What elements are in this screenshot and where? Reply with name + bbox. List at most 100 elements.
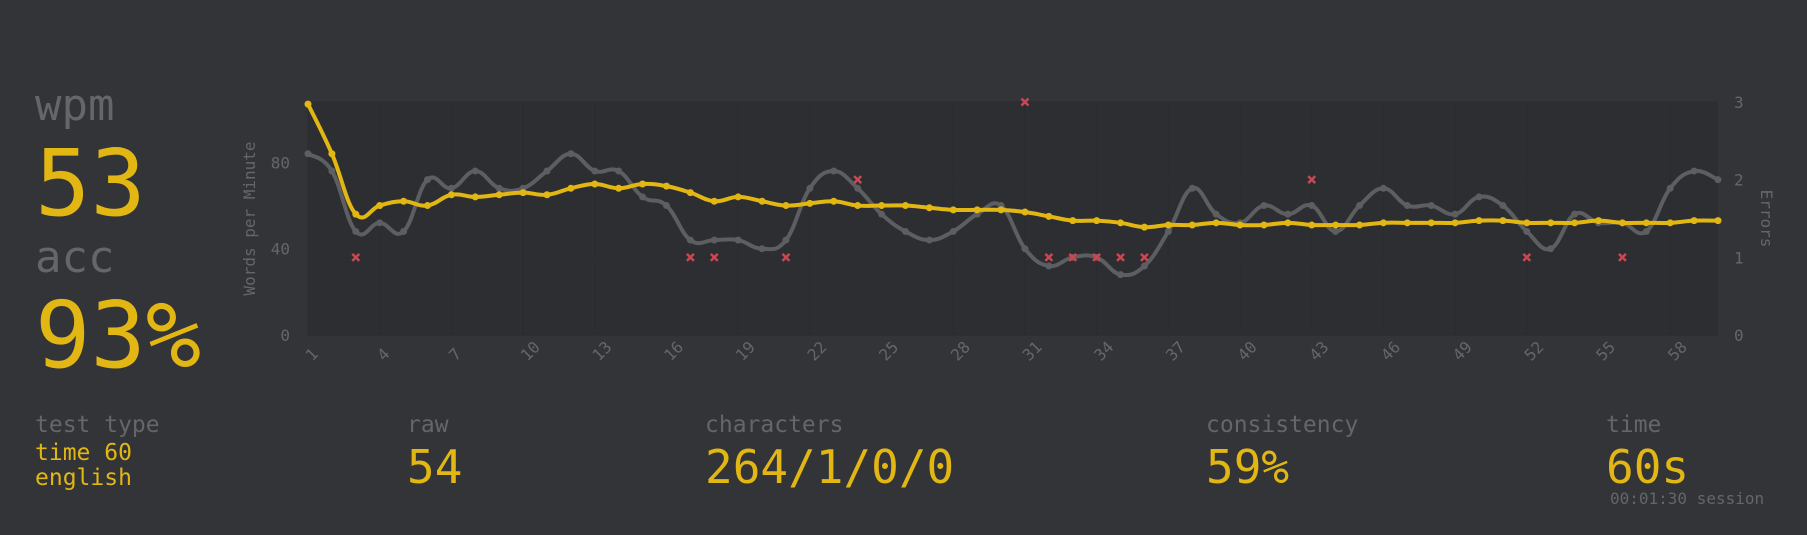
wpm-point — [734, 193, 742, 201]
x-tick-label: 10 — [517, 337, 544, 364]
wpm-point — [1451, 219, 1459, 227]
wpm-point — [1332, 221, 1340, 229]
error-marker — [781, 252, 791, 262]
wpm-point — [1499, 217, 1507, 225]
y2-tick-label: 0 — [1734, 326, 1744, 345]
wpm-point — [1356, 221, 1364, 229]
raw-point — [901, 227, 909, 235]
x-tick-label: 37 — [1162, 337, 1189, 364]
wpm-point — [925, 204, 933, 212]
raw-point — [423, 176, 431, 184]
x-tick-label: 40 — [1234, 337, 1261, 364]
raw-point — [1499, 202, 1507, 210]
error-marker — [709, 252, 719, 262]
wpm-point — [1571, 219, 1579, 227]
x-tick-label: 58 — [1664, 337, 1691, 364]
wpm-point — [1308, 221, 1316, 229]
accuracy-value[interactable]: 93% — [35, 282, 202, 389]
y-tick-label: 80 — [271, 153, 290, 172]
raw-point — [806, 184, 814, 192]
wpm-value[interactable]: 53 — [35, 130, 146, 237]
raw-point — [1332, 227, 1340, 235]
y2-tick-label: 1 — [1734, 248, 1744, 267]
raw-point — [782, 236, 790, 244]
x-tick-label: 28 — [947, 337, 974, 364]
test-type-label: test type — [35, 412, 160, 438]
error-marker — [1068, 252, 1078, 262]
raw-point — [830, 167, 838, 175]
error-marker — [1044, 252, 1054, 262]
x-tick-label: 34 — [1090, 337, 1117, 364]
raw-point — [1188, 184, 1196, 192]
wpm-point — [1475, 217, 1483, 225]
x-tick-label: 1 — [302, 344, 322, 364]
wpm-point — [830, 197, 838, 205]
raw-point — [543, 167, 551, 175]
time-label: time — [1606, 412, 1662, 438]
wpm-point — [1045, 212, 1053, 220]
wpm-point — [1236, 221, 1244, 229]
raw-point — [1523, 227, 1531, 235]
wpm-point — [1523, 219, 1531, 227]
wpm-point — [400, 197, 408, 205]
test-type-language[interactable]: english — [35, 465, 132, 491]
wpm-point — [471, 193, 479, 201]
raw-point — [1451, 210, 1459, 218]
x-tick-label: 31 — [1019, 337, 1046, 364]
y2-axis-title: Errors — [1757, 190, 1776, 248]
wpm-point — [519, 189, 527, 197]
consistency-value[interactable]: 59% — [1206, 440, 1290, 494]
time-value[interactable]: 60s — [1606, 440, 1690, 494]
raw-point — [878, 210, 886, 218]
wpm-point — [615, 184, 623, 192]
raw-point — [686, 236, 694, 244]
wpm-point — [1212, 219, 1220, 227]
y2-tick-label: 3 — [1734, 93, 1744, 112]
raw-point — [710, 236, 718, 244]
wpm-point — [878, 202, 886, 210]
accuracy-label: acc — [35, 232, 115, 283]
wpm-label: wpm — [35, 80, 115, 131]
x-tick-label: 16 — [660, 337, 687, 364]
error-marker — [1307, 175, 1317, 185]
wpm-point — [1403, 219, 1411, 227]
raw-point — [328, 167, 336, 175]
x-tick-label: 46 — [1377, 337, 1404, 364]
plot-area — [308, 102, 1718, 335]
error-marker — [1618, 252, 1627, 262]
wpm-point — [1284, 219, 1292, 227]
wpm-point — [1690, 217, 1698, 225]
raw-point — [1260, 202, 1268, 210]
raw-value[interactable]: 54 — [407, 440, 463, 494]
raw-point — [662, 202, 670, 210]
test-type-mode[interactable]: time 60 — [35, 440, 132, 466]
wpm-point — [1093, 217, 1101, 225]
x-tick-label: 19 — [732, 337, 759, 364]
x-tick-label: 4 — [373, 344, 393, 364]
wpm-point — [1666, 219, 1674, 227]
raw-point — [1666, 184, 1674, 192]
wpm-point — [304, 100, 312, 108]
raw-point — [615, 167, 623, 175]
error-marker — [1140, 252, 1149, 262]
wpm-point — [710, 197, 718, 205]
error-marker — [1092, 252, 1102, 262]
wpm-point — [447, 191, 455, 199]
y-axis-title: Words per Minute — [240, 141, 259, 295]
x-tick-label: 25 — [875, 337, 902, 364]
raw-point — [447, 184, 455, 192]
wpm-point — [328, 150, 336, 158]
raw-point — [1642, 227, 1650, 235]
raw-point — [1308, 202, 1316, 210]
raw-point — [1021, 245, 1029, 253]
raw-point — [1045, 262, 1053, 270]
wpm-point — [1117, 219, 1125, 227]
wpm-point — [1427, 219, 1435, 227]
wpm-point — [543, 191, 551, 199]
characters-label: characters — [705, 412, 844, 438]
raw-point — [1140, 262, 1148, 270]
raw-point — [1547, 245, 1555, 253]
characters-value[interactable]: 264/1/0/0 — [705, 440, 955, 494]
wpm-point — [1379, 219, 1387, 227]
